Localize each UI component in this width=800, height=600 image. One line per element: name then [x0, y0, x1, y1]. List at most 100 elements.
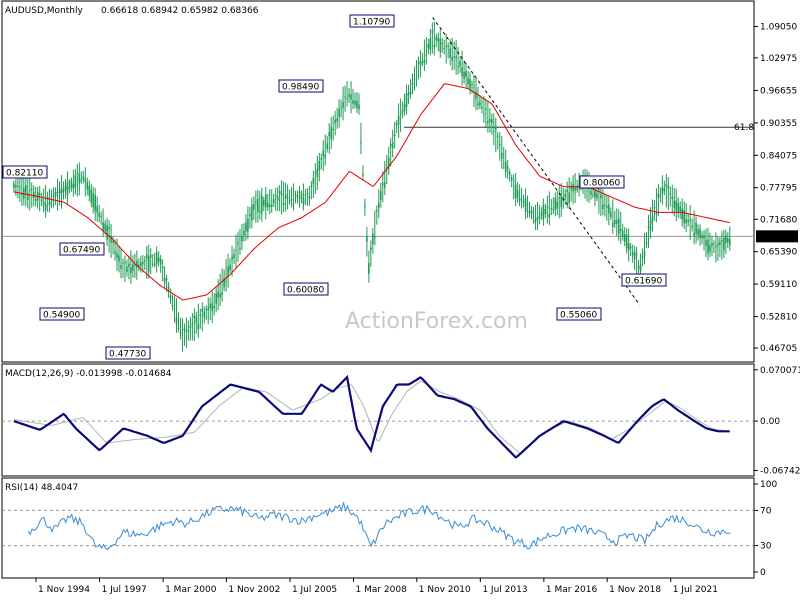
price-candle-body: [701, 235, 703, 239]
price-candle-body: [679, 206, 682, 212]
price-candle-body: [691, 225, 693, 228]
price-candle-body: [280, 193, 283, 196]
price-candle-body: [147, 256, 150, 272]
price-candle-body: [290, 198, 293, 201]
price-annotation-box: [105, 346, 151, 360]
price-annotation-box: [349, 14, 395, 28]
price-candle-body: [296, 194, 299, 199]
current-price-badge: [756, 230, 798, 243]
price-candle-body: [530, 211, 533, 215]
price-candle-body: [177, 327, 180, 329]
price-panel-symbol: AUDUSD,Monthly: [5, 6, 83, 16]
price-candle-body: [502, 154, 505, 156]
price-candle-body: [370, 247, 372, 250]
price-candle-body: [677, 203, 680, 213]
price-candle-body: [538, 216, 541, 219]
price-candle-body: [78, 173, 81, 184]
price-candle-body: [225, 281, 227, 283]
price-candle-body: [286, 197, 289, 199]
price-candle-body: [151, 263, 154, 265]
price-candle-body: [122, 262, 124, 264]
price-candle-body: [522, 201, 525, 203]
price-candle-body: [610, 212, 612, 218]
price-candle-body: [272, 199, 275, 204]
price-axis-tick-label: 1.09050: [760, 23, 797, 33]
price-candle-body: [465, 71, 467, 77]
price-candle-body: [138, 264, 140, 267]
price-candle-body: [38, 192, 41, 196]
price-candle-body: [136, 260, 138, 268]
price-candle-body: [590, 190, 592, 196]
price-candle-body: [120, 265, 122, 269]
price-candle-body: [411, 82, 414, 85]
price-candle-body: [604, 204, 606, 206]
price-candle-body: [683, 210, 685, 224]
price-candle-body: [298, 191, 301, 194]
price-candle-body: [635, 253, 638, 256]
price-candle-body: [157, 257, 160, 262]
price-candle-body: [625, 234, 628, 249]
price-candle-body: [34, 199, 37, 201]
price-candle-body: [463, 71, 465, 79]
price-candle-body: [159, 258, 162, 265]
macd-axis-tick-label: 0.070071: [760, 366, 800, 376]
price-candle-body: [615, 220, 618, 224]
price-candle-body: [221, 292, 223, 296]
price-candle-body: [572, 183, 574, 192]
price-candle-body: [405, 93, 408, 108]
price-candle-body: [508, 171, 511, 175]
price-candle-body: [243, 230, 245, 236]
price-candle-body: [342, 102, 344, 108]
price-candle-body: [489, 118, 491, 122]
price-candle-body: [187, 330, 190, 332]
price-candle-body: [350, 94, 352, 100]
price-annotation-box: [621, 273, 667, 287]
price-candle-body: [425, 54, 428, 56]
price-candle-body: [594, 190, 596, 198]
price-candle-body: [629, 246, 632, 249]
price-candle-body: [419, 61, 422, 66]
price-candle-body: [19, 186, 21, 188]
price-annotation-box: [39, 307, 85, 321]
price-candle-body: [709, 245, 711, 252]
price-candle-body: [292, 203, 295, 205]
price-candle-body: [268, 204, 271, 208]
price-candle-body: [617, 218, 620, 234]
price-candle-body: [143, 260, 146, 262]
price-candle-body: [719, 241, 721, 246]
rsi-panel-title: RSI(14) 48.4047: [5, 483, 78, 493]
price-candle-body: [229, 264, 231, 271]
price-annotation-label: 0.80060: [583, 179, 620, 189]
price-candle-body: [132, 264, 134, 271]
price-candle-body: [536, 217, 539, 220]
price-candle-body: [473, 87, 475, 89]
price-candle-body: [725, 235, 727, 244]
price-candle-body: [199, 314, 202, 317]
price-candle-body: [661, 187, 664, 194]
price-candle-body: [241, 235, 243, 242]
price-candle-body: [715, 245, 717, 248]
price-candle-body: [90, 189, 93, 203]
price-candle-body: [163, 277, 166, 283]
price-candle-body: [723, 237, 725, 251]
time-axis-tick-label: 1 Jul 1997: [102, 585, 147, 595]
price-candle-body: [514, 184, 517, 199]
price-candle-body: [276, 195, 279, 201]
price-candle-body: [140, 261, 142, 267]
price-candle-body: [711, 243, 713, 246]
price-candle-body: [340, 107, 342, 109]
price-candle-body: [671, 196, 674, 200]
time-axis-tick-label: 1 Jul 2021: [673, 585, 718, 595]
price-candle-body: [52, 196, 55, 198]
price-candle-body: [439, 38, 442, 52]
price-annotation-label: 0.61690: [625, 277, 662, 287]
price-candle-body: [665, 184, 668, 188]
price-candle-body: [58, 190, 61, 194]
rsi-line: [27, 502, 731, 551]
price-candle-body: [435, 36, 438, 41]
price-candle-body: [717, 243, 719, 246]
price-candle-body: [727, 238, 729, 243]
price-annotation-label: 0.67490: [63, 246, 100, 256]
price-candle-body: [175, 317, 178, 325]
price-candle-body: [84, 178, 87, 182]
